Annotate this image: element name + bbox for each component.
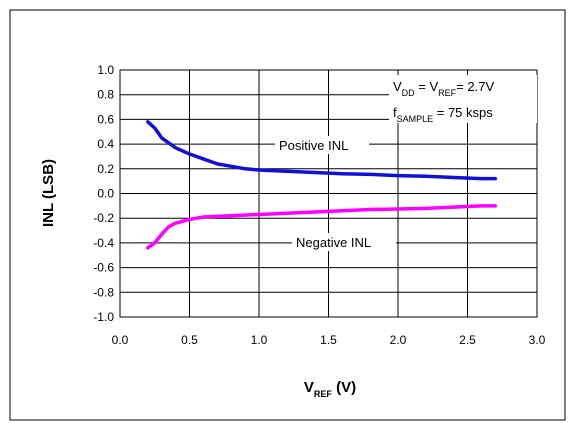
conditions-box — [389, 75, 537, 123]
x-tick-label: 2.5 — [459, 333, 476, 347]
x-tick-label: 3.0 — [529, 333, 546, 347]
x-tick-label: 2.0 — [390, 333, 407, 347]
x-tick-label: 1.0 — [251, 333, 268, 347]
y-tick-label: -0.6 — [93, 261, 114, 275]
y-tick-label: -1.0 — [93, 310, 114, 324]
positive-inl-line — [146, 120, 498, 181]
y-tick-label: 0.2 — [97, 162, 114, 176]
negative-inl-label-bg — [292, 233, 396, 251]
y-tick-label: 0.0 — [97, 187, 114, 201]
y-tick-labels: 1.0 0.8 0.6 0.4 0.2 0.0 -0.2 -0.4 -0.6 -0.8 -1.0 — [93, 63, 114, 324]
positive-inl-label-bg — [275, 136, 369, 154]
positive-inl-label: Positive INL — [279, 138, 348, 153]
conditions-fsample: fSAMPLE = 75 ksps — [393, 105, 493, 124]
y-tick-label: -0.8 — [93, 285, 114, 299]
plot-area-border — [119, 69, 538, 318]
negative-inl-line — [146, 204, 498, 250]
grid — [119, 69, 538, 318]
y-tick-label: 1.0 — [97, 63, 114, 77]
negative-inl-label: Negative INL — [296, 235, 371, 250]
y-tick-label: 0.4 — [97, 137, 114, 151]
y-tick-label: 0.8 — [97, 88, 114, 102]
y-tick-label: -0.2 — [93, 211, 114, 225]
x-tick-labels: 0.0 0.5 1.0 1.5 2.0 2.5 3.0 — [112, 333, 546, 347]
x-tick-label: 0.0 — [112, 333, 129, 347]
series-lines — [146, 120, 498, 250]
y-tick-label: -0.4 — [93, 236, 114, 250]
x-tick-label: 1.5 — [320, 333, 337, 347]
conditions-vdd-vref: VDD = VREF= 2.7V — [393, 79, 494, 98]
y-tick-label: 0.6 — [97, 112, 114, 126]
x-axis-title: VREF (V) — [304, 379, 356, 399]
y-axis-title: INL (LSB) — [40, 159, 57, 227]
x-tick-label: 0.5 — [181, 333, 198, 347]
